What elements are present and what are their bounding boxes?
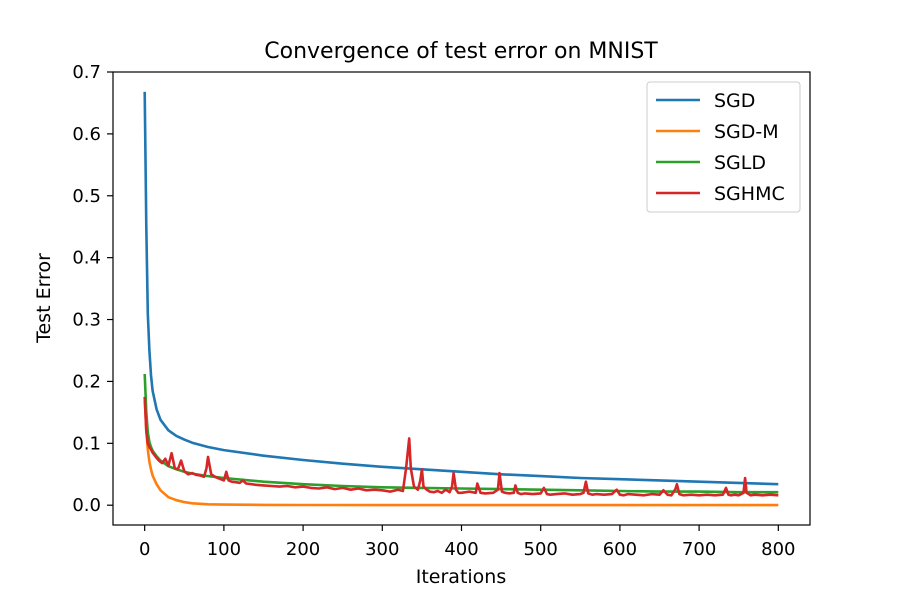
legend-box: [646, 81, 801, 213]
x-tick-label: 800: [761, 539, 795, 560]
series-line-sgd-m: [143, 396, 779, 507]
x-tick-label: 700: [682, 539, 716, 560]
x-tick-label: 200: [286, 539, 320, 560]
legend-label-sghmc: SGHMC: [714, 183, 785, 205]
series-line-sgd: [143, 91, 779, 486]
legend-label-sgld: SGLD: [714, 152, 766, 174]
legend-label-sgd: SGD: [714, 90, 755, 112]
y-tick-label: 0.5: [72, 186, 101, 207]
x-tick-label: 300: [365, 539, 399, 560]
x-axis-label: Iterations: [416, 566, 507, 588]
x-tick-label: 500: [524, 539, 558, 560]
y-tick-label: 0.2: [72, 371, 101, 392]
y-tick-label: 0.0: [72, 495, 101, 516]
legend-label-sgd-m: SGD-M: [714, 121, 779, 143]
y-tick-label: 0.7: [72, 62, 101, 83]
chart-title: Convergence of test error on MNIST: [264, 39, 658, 64]
y-tick-label: 0.1: [72, 433, 101, 454]
legend: SGD SGD-M SGLD SGHMC: [646, 81, 801, 213]
x-tick-label: 0: [139, 539, 150, 560]
series-layer: [143, 91, 779, 507]
x-tick-label: 100: [207, 539, 241, 560]
y-tick-label: 0.4: [72, 248, 101, 269]
y-tick-label: 0.6: [72, 124, 101, 145]
axes-layer: 0 100 200 300 400 500 600 700 800 0.0 0.1 0.2 0.3 0.4…: [72, 62, 811, 560]
series-line-sgld: [143, 373, 779, 494]
y-axis-label: Test Error: [33, 253, 55, 344]
series-line-sghmc: [143, 396, 779, 497]
x-tick-label: 400: [444, 539, 478, 560]
x-tick-label: 600: [603, 539, 637, 560]
y-tick-label: 0.3: [72, 310, 101, 331]
